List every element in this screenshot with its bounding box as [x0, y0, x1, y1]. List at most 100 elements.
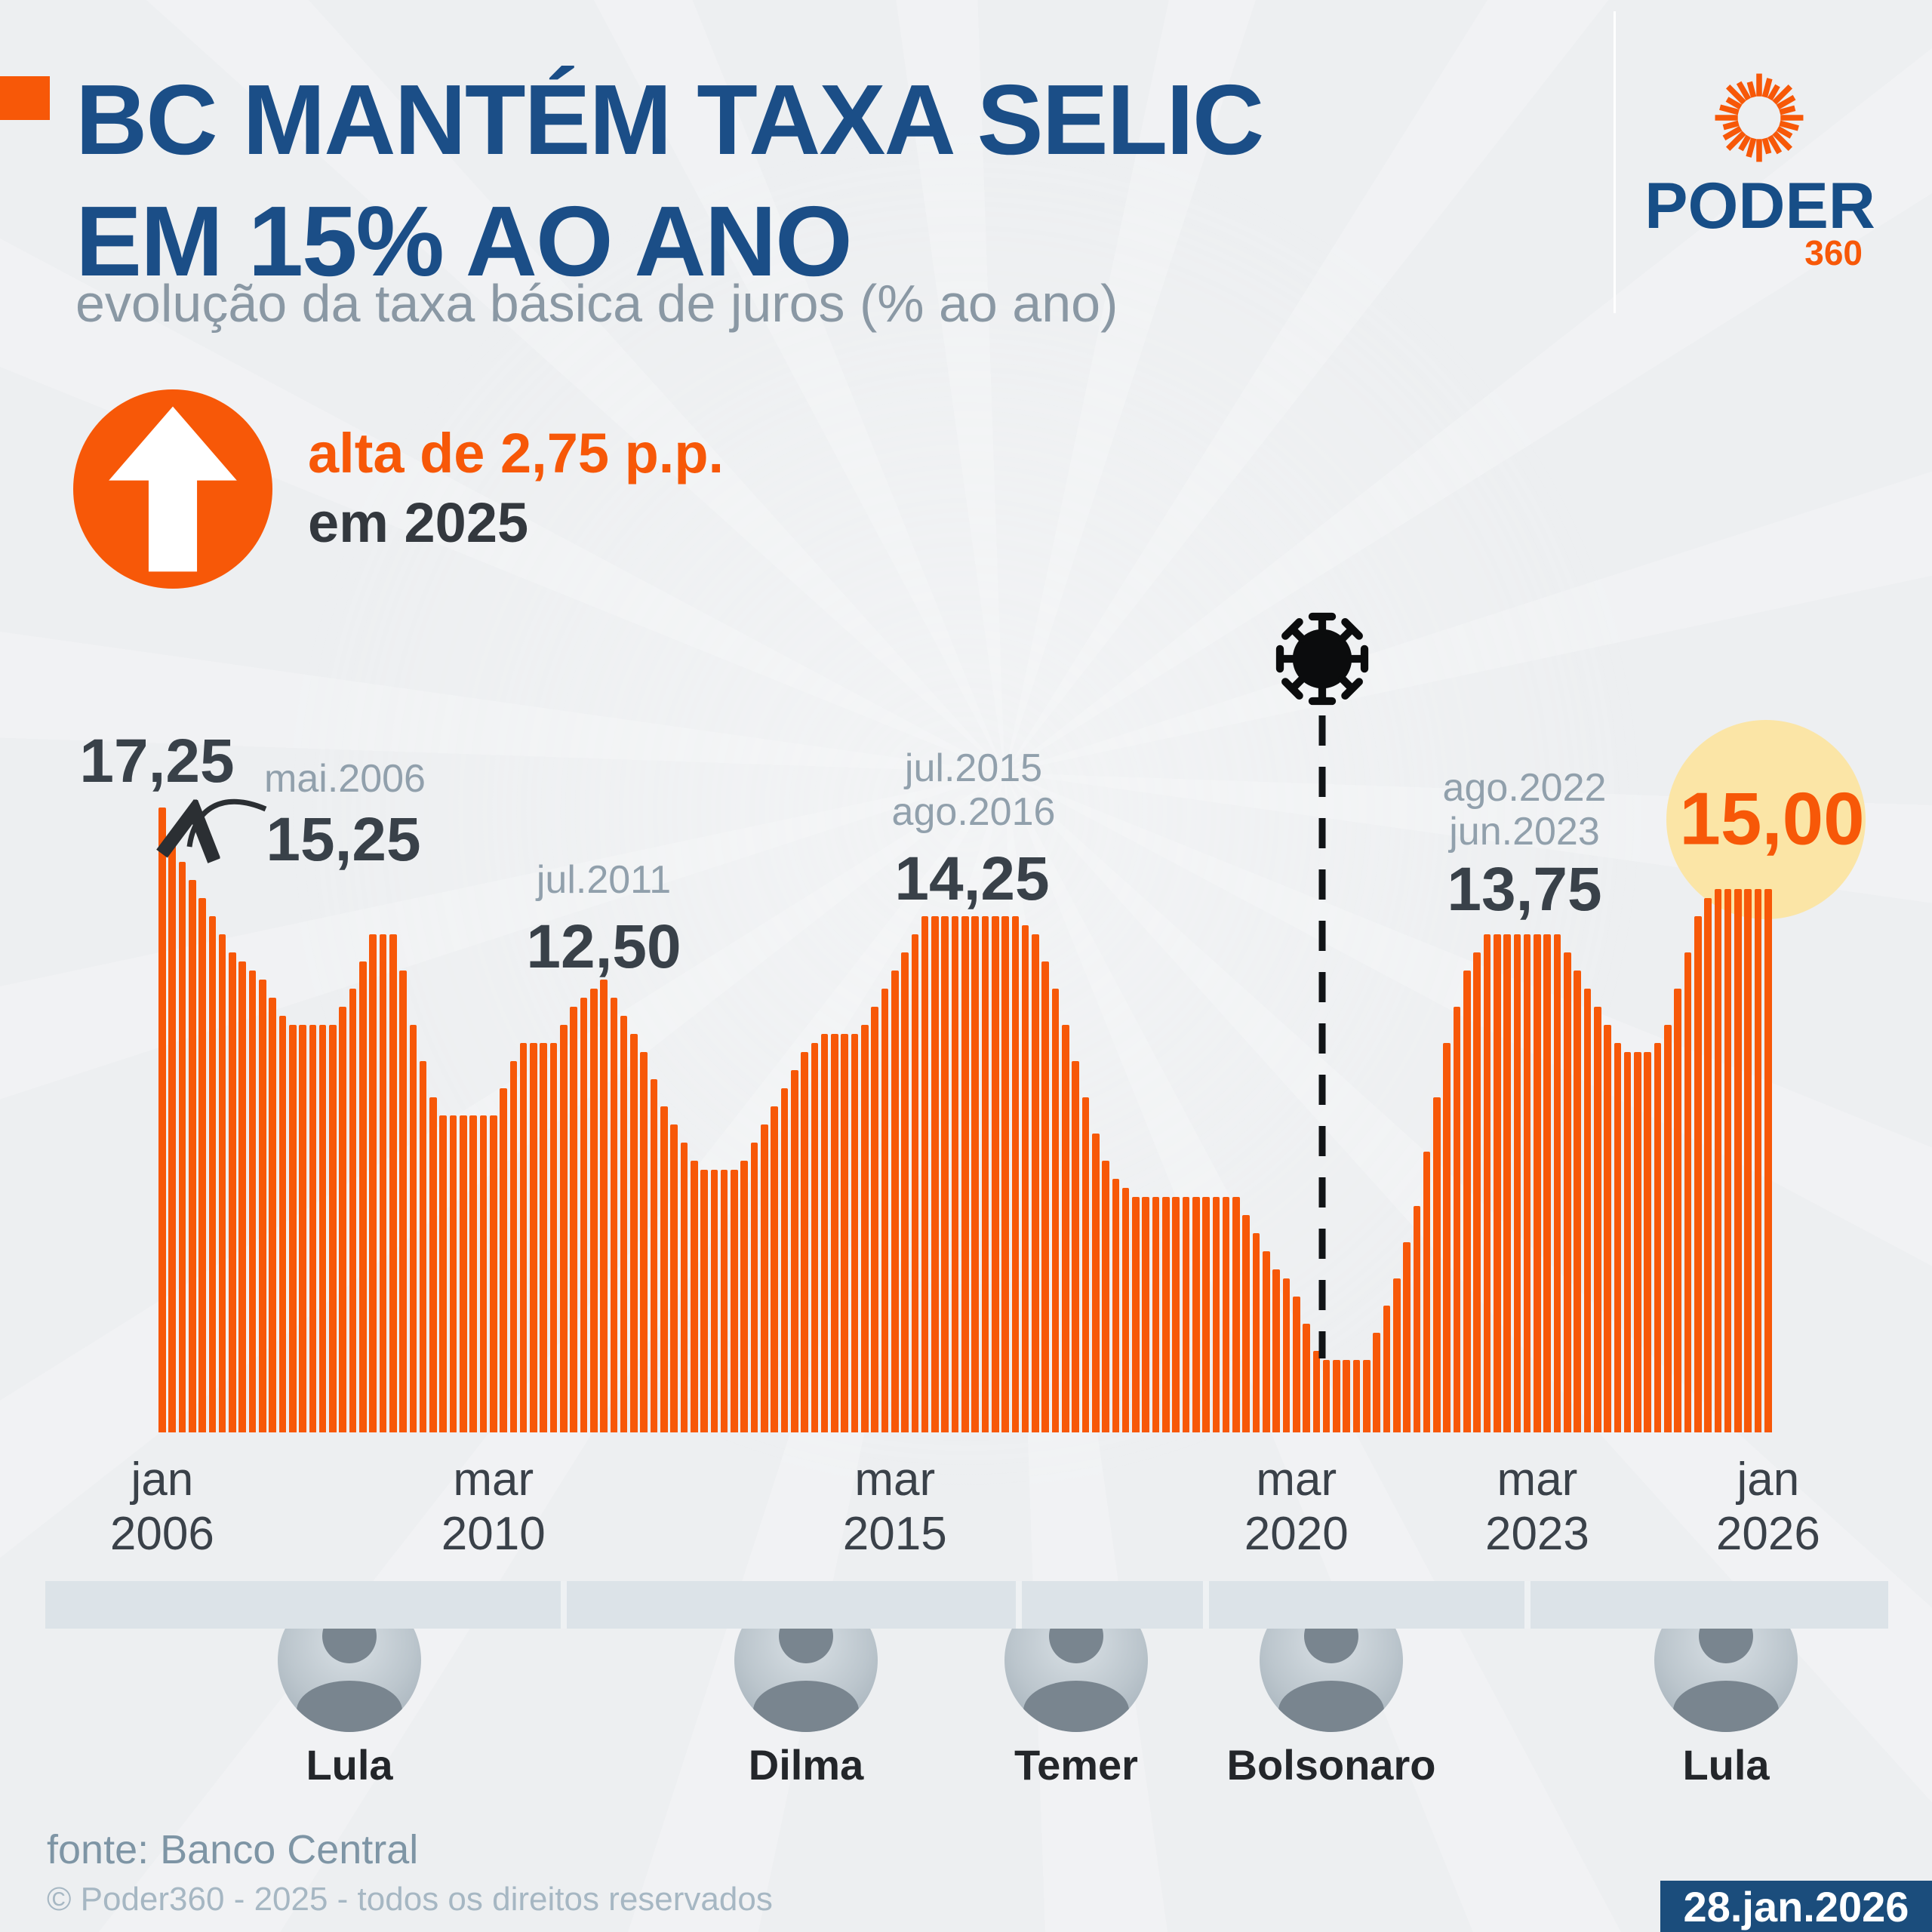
copyright-note: © Poder360 - 2025 - todos os direitos re… — [47, 1881, 773, 1918]
bar — [981, 916, 989, 1432]
bar — [720, 1170, 728, 1432]
bar — [1623, 1052, 1632, 1432]
bar — [1212, 1197, 1220, 1432]
logo-divider — [1614, 11, 1616, 313]
bar — [1282, 1278, 1291, 1432]
bar — [660, 1106, 668, 1432]
bar — [1292, 1297, 1300, 1432]
bar — [1152, 1197, 1160, 1432]
bar — [259, 980, 266, 1432]
coronavirus-icon — [1275, 612, 1369, 706]
bar — [339, 1007, 347, 1432]
bar — [449, 1115, 457, 1432]
bar — [439, 1115, 448, 1432]
bar — [871, 1007, 878, 1432]
bar — [901, 952, 909, 1432]
bar — [1443, 1043, 1451, 1432]
bar — [479, 1115, 488, 1432]
bar — [1674, 989, 1681, 1432]
bar — [1423, 1152, 1431, 1432]
bar — [670, 1124, 678, 1432]
bar — [1654, 1043, 1662, 1432]
arrow-up-icon — [109, 406, 237, 572]
annotation-date: jul.2015 — [904, 746, 1043, 790]
x-axis-tick: mar 2010 — [441, 1454, 546, 1560]
bar — [1112, 1179, 1120, 1432]
bar — [1352, 1360, 1361, 1432]
bar — [1011, 916, 1020, 1432]
bar — [1182, 1197, 1190, 1432]
bar — [580, 998, 588, 1432]
bar — [1392, 1278, 1401, 1432]
annotation-date: ago.2016 — [891, 790, 1056, 834]
bar — [1132, 1197, 1140, 1432]
bar — [1272, 1269, 1280, 1432]
bar — [801, 1052, 808, 1432]
bar — [1363, 1360, 1371, 1432]
bar — [1734, 889, 1742, 1432]
bar — [1724, 889, 1732, 1432]
annotation-date: ago.2022 — [1442, 766, 1607, 810]
bar — [198, 898, 206, 1432]
bar — [560, 1025, 568, 1432]
bar — [1091, 1134, 1100, 1432]
bar — [941, 916, 949, 1432]
bar — [1704, 898, 1712, 1432]
bar — [740, 1161, 749, 1432]
bar — [1062, 1025, 1069, 1432]
bar — [1192, 1197, 1200, 1432]
bar — [229, 952, 236, 1432]
bar — [1614, 1043, 1622, 1432]
bar — [1513, 934, 1521, 1432]
bar — [530, 1043, 537, 1432]
bar — [269, 998, 276, 1432]
bar — [369, 934, 377, 1432]
bar — [278, 1016, 287, 1432]
bar — [1081, 1097, 1090, 1432]
bar — [248, 971, 257, 1432]
bar — [620, 1016, 628, 1432]
bar — [399, 971, 407, 1432]
bar — [208, 916, 217, 1432]
bar — [1373, 1333, 1380, 1432]
bar — [600, 980, 608, 1432]
accent-square — [0, 76, 50, 120]
bar — [1032, 934, 1039, 1432]
bar — [971, 916, 979, 1432]
bar — [1263, 1251, 1270, 1432]
bar — [1252, 1233, 1260, 1432]
page-title: BC MANTÉM TAXA SELIC EM 15% AO ANO — [75, 59, 1264, 302]
bar — [841, 1034, 849, 1432]
bar — [761, 1124, 768, 1432]
bar — [640, 1052, 648, 1432]
bar — [359, 961, 367, 1432]
bar — [1403, 1242, 1411, 1432]
bar — [178, 862, 186, 1432]
annotation-value: 17,25 — [79, 727, 235, 795]
bar — [1714, 889, 1722, 1432]
bar — [1463, 971, 1471, 1432]
bar — [1754, 889, 1762, 1432]
bar — [1202, 1197, 1210, 1432]
timeline-divider — [1203, 1581, 1209, 1629]
page-subtitle: evolução da taxa básica de juros (% ao a… — [75, 274, 1118, 333]
bar — [1001, 916, 1009, 1432]
bar — [1764, 889, 1772, 1432]
bar — [570, 1007, 577, 1432]
bar — [1162, 1197, 1170, 1432]
annotation-value: 15,25 — [266, 805, 421, 874]
title-line1: BC MANTÉM TAXA SELIC — [75, 64, 1264, 175]
bar — [1121, 1188, 1130, 1432]
bar — [991, 916, 999, 1432]
bar — [1312, 1351, 1321, 1432]
timeline-band — [45, 1581, 1888, 1629]
bar — [610, 998, 618, 1432]
bar — [1051, 989, 1060, 1432]
bar — [1583, 989, 1592, 1432]
annotation-value: 12,50 — [526, 912, 681, 981]
poder360-sunburst-icon — [1715, 73, 1804, 162]
bar — [680, 1143, 688, 1432]
x-axis-tick: jan 2006 — [109, 1454, 214, 1560]
bar — [710, 1170, 718, 1432]
bar — [238, 961, 247, 1432]
